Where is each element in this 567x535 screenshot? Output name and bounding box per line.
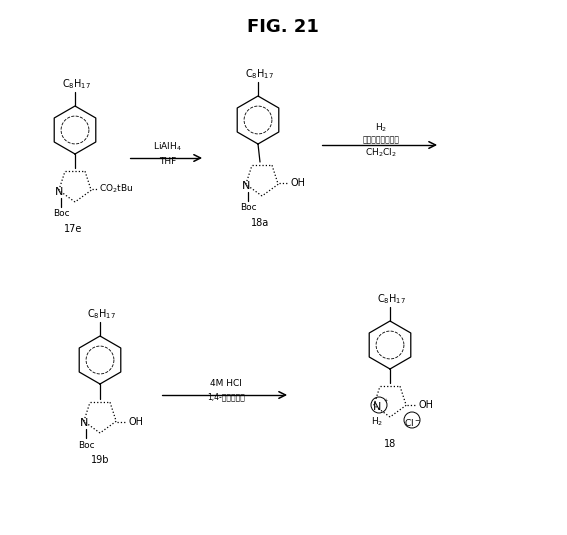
Text: Boc: Boc xyxy=(53,210,69,218)
Text: FIG. 21: FIG. 21 xyxy=(247,18,319,36)
Text: Cl$^-$: Cl$^-$ xyxy=(404,417,420,427)
Text: 19b: 19b xyxy=(91,455,109,465)
Text: Boc: Boc xyxy=(240,203,256,212)
Text: N: N xyxy=(80,418,88,428)
Text: N: N xyxy=(55,187,63,197)
Text: Boc: Boc xyxy=(78,440,94,449)
Text: 1,4-ジオキサン: 1,4-ジオキサン xyxy=(207,393,245,401)
Text: クラブトリー触媒: クラブトリー触媒 xyxy=(362,135,400,144)
Text: THF: THF xyxy=(159,157,176,165)
Text: H$_2$: H$_2$ xyxy=(375,122,387,134)
Text: C$_8$H$_{17}$: C$_8$H$_{17}$ xyxy=(378,292,407,306)
Text: N: N xyxy=(242,181,250,191)
Text: N: N xyxy=(373,402,381,412)
Text: OH: OH xyxy=(129,417,143,427)
Text: C$_8$H$_{17}$: C$_8$H$_{17}$ xyxy=(87,307,117,321)
Text: 18a: 18a xyxy=(251,218,269,228)
Text: OH: OH xyxy=(418,400,434,410)
Text: C$_8$H$_{17}$: C$_8$H$_{17}$ xyxy=(246,67,274,81)
Text: $^+$: $^+$ xyxy=(382,399,388,405)
Text: 18: 18 xyxy=(384,439,396,449)
Text: OH: OH xyxy=(290,178,306,188)
Text: C$_8$H$_{17}$: C$_8$H$_{17}$ xyxy=(62,77,91,91)
Text: 17e: 17e xyxy=(64,224,82,234)
Text: 4M HCl: 4M HCl xyxy=(210,378,242,387)
Text: CH$_2$Cl$_2$: CH$_2$Cl$_2$ xyxy=(365,147,397,159)
Text: H$_2$: H$_2$ xyxy=(371,416,383,428)
Text: CO$_2$tBu: CO$_2$tBu xyxy=(99,183,133,195)
Text: LiAlH$_4$: LiAlH$_4$ xyxy=(153,141,182,153)
